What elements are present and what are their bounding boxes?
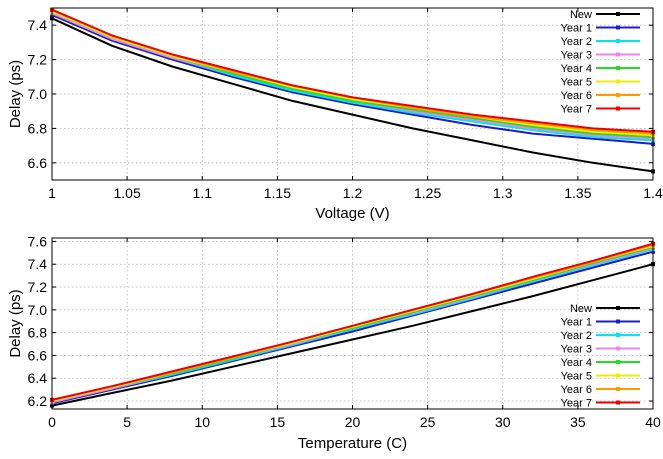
series-line-year-5 (51, 10, 654, 137)
y-tick-label: 7.4 (28, 256, 48, 272)
x-tick-label: 35 (570, 414, 586, 430)
legend-marker (616, 400, 620, 405)
legend-marker (616, 25, 620, 30)
legend-label: Year 1 (561, 23, 592, 35)
legend-marker (616, 93, 620, 97)
y-tick-label: 7.2 (28, 279, 48, 295)
x-tick-label: 10 (194, 414, 210, 430)
y-tick-label: 6.4 (28, 370, 48, 386)
legend-label: Year 4 (561, 63, 592, 75)
x-tick-label: 25 (420, 414, 436, 430)
legend-marker (616, 79, 620, 84)
legend-label: Year 7 (561, 398, 592, 410)
legend-marker (616, 360, 620, 364)
legend-marker (616, 306, 620, 310)
x-tick-label: 5 (123, 414, 131, 430)
y-axis-label: Delay (ps) (7, 60, 24, 128)
legend-label: Year 3 (561, 344, 592, 356)
x-tick-label: 30 (495, 414, 511, 430)
series-line-new (51, 17, 654, 173)
y-tick-label: 6.8 (28, 325, 48, 341)
series-line-year-7 (51, 242, 654, 401)
y-axis-label: Delay (ps) (7, 289, 24, 357)
legend-marker (616, 106, 620, 111)
x-tick-label: 1.15 (264, 185, 291, 201)
x-axis-label: Voltage (V) (315, 205, 389, 222)
y-tick-label: 7.4 (28, 17, 48, 33)
x-tick-label: 1.35 (564, 185, 591, 201)
x-tick-label: 1.2 (343, 185, 363, 201)
plot-frame (51, 7, 654, 181)
legend-label: Year 7 (561, 104, 592, 116)
x-tick-label: 1 (48, 185, 56, 201)
y-tick-label: 6.8 (28, 120, 48, 136)
legend-label: New (570, 303, 592, 315)
y-tick-label: 6.2 (28, 393, 48, 409)
legend-label: Year 2 (561, 36, 592, 48)
legend-label: New (570, 9, 592, 21)
legend-marker (616, 387, 620, 391)
legend-marker (616, 333, 620, 337)
legend-label: Year 2 (561, 330, 592, 342)
legend-label: Year 3 (561, 50, 592, 62)
legend-marker (616, 66, 620, 70)
legend-marker (616, 39, 620, 43)
y-tick-label: 6.6 (28, 155, 48, 171)
y-tick-label: 6.6 (28, 347, 48, 363)
legend-label: Year 4 (561, 357, 592, 369)
x-tick-label: 20 (345, 414, 361, 430)
x-tick-label: 40 (645, 414, 661, 430)
x-tick-label: 1.4 (643, 185, 663, 201)
legend-label: Year 5 (561, 371, 592, 383)
legend-label: Year 1 (561, 317, 592, 329)
legend-label: Year 5 (561, 77, 592, 89)
y-tick-label: 7.0 (28, 302, 48, 318)
x-tick-label: 1.3 (493, 185, 513, 201)
y-tick-label: 7.0 (28, 86, 48, 102)
legend-marker (616, 12, 620, 16)
plot-frame (51, 237, 654, 410)
x-tick-label: 1.05 (114, 185, 141, 201)
chart-2: 0 5 10 15 20 25 30 35 40 6.2 6.4 6.6 6.8 7.0 7.2 7.4 7.6… (7, 233, 661, 452)
chart-1: 1 1.05 1.1 1.15 1.2 1.25 1.3 1.35 1.4 6.6 6.8 7.0 7.… (7, 7, 663, 222)
legend-marker (616, 52, 620, 57)
legend-label: Year 6 (561, 90, 592, 102)
series-line-new (51, 263, 654, 407)
x-axis-label: Temperature (C) (298, 435, 407, 452)
y-tick-label: 7.2 (28, 52, 48, 68)
series-line-year-1 (51, 250, 654, 405)
legend-label: Year 6 (561, 384, 592, 396)
series-line-year-1 (51, 13, 654, 145)
legend-marker (616, 346, 620, 351)
x-tick-label: 1.1 (193, 185, 213, 201)
y-tick-label: 7.6 (28, 233, 48, 249)
x-tick-label: 0 (48, 414, 56, 430)
x-tick-label: 15 (270, 414, 286, 430)
x-tick-label: 1.25 (414, 185, 441, 201)
legend-marker (616, 373, 620, 378)
series-line-year-7 (51, 8, 654, 133)
legend-marker (616, 319, 620, 324)
